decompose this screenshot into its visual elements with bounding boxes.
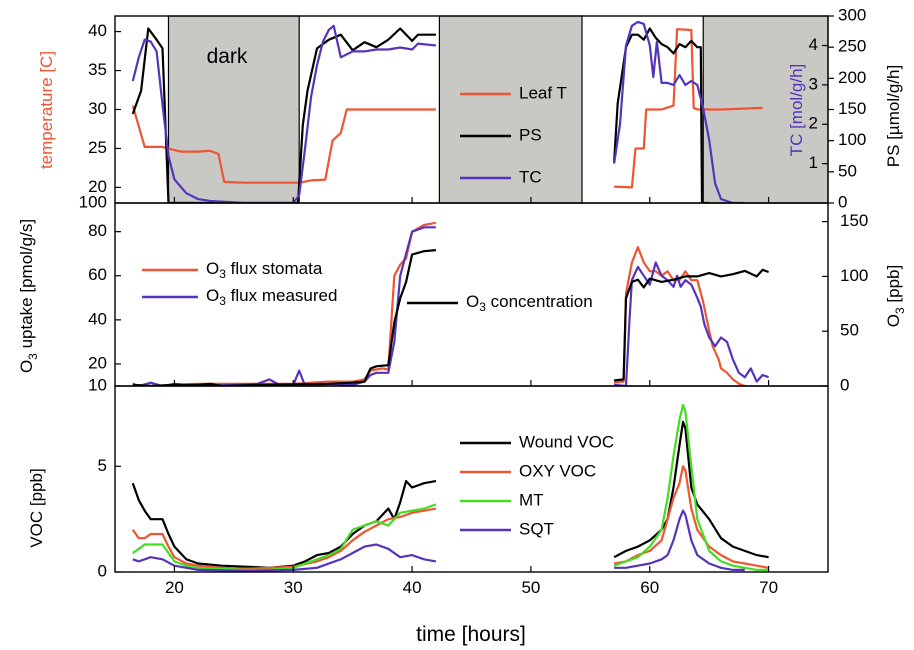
series-line-o3-concentration-2 bbox=[613, 268, 769, 382]
ytick-label-ps-0: 0 bbox=[838, 192, 847, 211]
ytick-label-o3-50: 50 bbox=[840, 321, 859, 340]
legend-ps-label: PS bbox=[519, 125, 542, 144]
series-line-oxy-voc-1 bbox=[131, 507, 437, 570]
legend-o3-concentration-label: O3 concentration bbox=[466, 292, 593, 314]
legend-o3-flux-measured-label: O3 flux measured bbox=[206, 286, 337, 308]
ytick-label-o3-150: 150 bbox=[840, 211, 868, 230]
y-label-o3-uptake-sub: 3 bbox=[26, 353, 40, 360]
ytick-label-ps-200: 200 bbox=[838, 68, 866, 87]
series-line-mt-2 bbox=[613, 403, 769, 572]
series-line-ps-1 bbox=[131, 27, 436, 203]
ytick-label-temp-20: 20 bbox=[88, 177, 107, 196]
series-line-ps-2 bbox=[613, 27, 710, 203]
legend-leaf-t-label: Leaf T bbox=[519, 83, 567, 102]
y-label-o3-part1: O bbox=[884, 314, 903, 327]
y-label-o3: O3 [ppb] bbox=[884, 265, 907, 327]
series-line-wound-voc-2 bbox=[613, 420, 769, 559]
series-line-tc-2 bbox=[613, 20, 745, 203]
ytick-label-ps-50: 50 bbox=[838, 161, 857, 180]
panel-frame-bottom bbox=[114, 385, 829, 573]
series-line-leaf-t-2 bbox=[614, 28, 763, 189]
axis-ticks: 20 30 40 50 60 702025303540100123405010015020… bbox=[79, 5, 869, 597]
ytick-label-uptake-10: 10 bbox=[88, 375, 107, 394]
y-label-tc: TC [mol/g/h] bbox=[787, 64, 806, 157]
x-tick-label-70: 70 bbox=[759, 578, 778, 597]
legend-oxy-voc-label: OXY VOC bbox=[519, 461, 596, 480]
y-label-o3-uptake-part1: O bbox=[17, 360, 36, 373]
ytick-label-tc-4: 4 bbox=[809, 35, 818, 54]
series-line-leaf-t-1 bbox=[131, 105, 436, 184]
series-line-oxy-voc-2 bbox=[613, 465, 769, 569]
series-line-wound-voc-1 bbox=[131, 480, 437, 569]
series-line-sqt-2 bbox=[614, 509, 745, 572]
y-label-o3-uptake-part2: uptake [pmol/g/s] bbox=[17, 219, 36, 353]
ytick-label-top-100: 100 bbox=[79, 192, 107, 211]
ytick-label-temp-35: 35 bbox=[88, 60, 107, 79]
ytick-label-ps-150: 150 bbox=[838, 99, 866, 118]
ytick-label-temp-25: 25 bbox=[88, 138, 107, 157]
series-line-o3-flux-measured-1 bbox=[132, 226, 436, 386]
legend-sqt-label: SQT bbox=[519, 519, 554, 538]
ytick-label-uptake-40: 40 bbox=[88, 309, 107, 328]
ytick-label-ps-100: 100 bbox=[838, 130, 866, 149]
y-label-voc: VOC [ppb] bbox=[27, 468, 46, 547]
series-line-o3-flux-measured-2 bbox=[613, 261, 769, 386]
series-line-sqt-1 bbox=[132, 543, 437, 572]
legend-wound-voc-label: Wound VOC bbox=[519, 432, 614, 451]
ytick-label-o3-100: 100 bbox=[840, 266, 868, 285]
ytick-label-temp-30: 30 bbox=[88, 99, 107, 118]
ytick-label-voc-5: 5 bbox=[98, 456, 107, 475]
panel-bottom-series bbox=[131, 403, 769, 572]
y-label-ps: PS [µmol/g/h] bbox=[884, 65, 903, 167]
ytick-label-voc-0: 0 bbox=[98, 561, 107, 580]
ytick-label-uptake-60: 60 bbox=[88, 265, 107, 284]
ytick-label-uptake-80: 80 bbox=[88, 221, 107, 240]
ytick-label-ps-250: 250 bbox=[838, 37, 866, 56]
legend-o3-flux-stomata-label: O3 flux stomata bbox=[206, 259, 323, 281]
y-label-o3-sub: 3 bbox=[893, 307, 907, 314]
x-axis-label: time [hours] bbox=[416, 623, 526, 646]
series-lines bbox=[131, 20, 769, 572]
ytick-label-ps-300: 300 bbox=[838, 5, 866, 24]
x-tick-label-20: 20 bbox=[165, 578, 184, 597]
ytick-label-tc-2: 2 bbox=[809, 114, 818, 133]
legends: Leaf T PS TC O3 flux stomata O3 flux measure… bbox=[142, 83, 614, 538]
x-tick-label-30: 30 bbox=[284, 578, 303, 597]
dark-annotation: dark bbox=[207, 45, 248, 68]
shade-band-1 bbox=[167, 15, 300, 204]
ytick-label-o3-0: 0 bbox=[840, 375, 849, 394]
ytick-label-tc-1: 1 bbox=[809, 153, 818, 172]
panel-top-series bbox=[131, 20, 763, 203]
x-tick-label-60: 60 bbox=[640, 578, 659, 597]
series-line-o3-concentration-1 bbox=[132, 249, 437, 386]
legend-mt-label: MT bbox=[519, 490, 544, 509]
ytick-label-uptake-20: 20 bbox=[88, 353, 107, 372]
shade-band-2 bbox=[438, 15, 583, 204]
series-line-mt-1 bbox=[132, 503, 437, 572]
x-tick-label-40: 40 bbox=[403, 578, 422, 597]
y-label-o3-part2: [ppb] bbox=[884, 265, 903, 308]
series-line-o3-flux-stomata-2 bbox=[613, 246, 746, 386]
y-label-o3-uptake: O3 uptake [pmol/g/s] bbox=[17, 219, 40, 373]
series-line-tc-1 bbox=[131, 24, 437, 203]
legend-tc-label: TC bbox=[519, 167, 542, 186]
y-label-temperature: temperature [C] bbox=[37, 51, 56, 169]
ytick-label-tc-3: 3 bbox=[809, 74, 818, 93]
ytick-label-temp-40: 40 bbox=[88, 21, 107, 40]
x-tick-label-50: 50 bbox=[521, 578, 540, 597]
